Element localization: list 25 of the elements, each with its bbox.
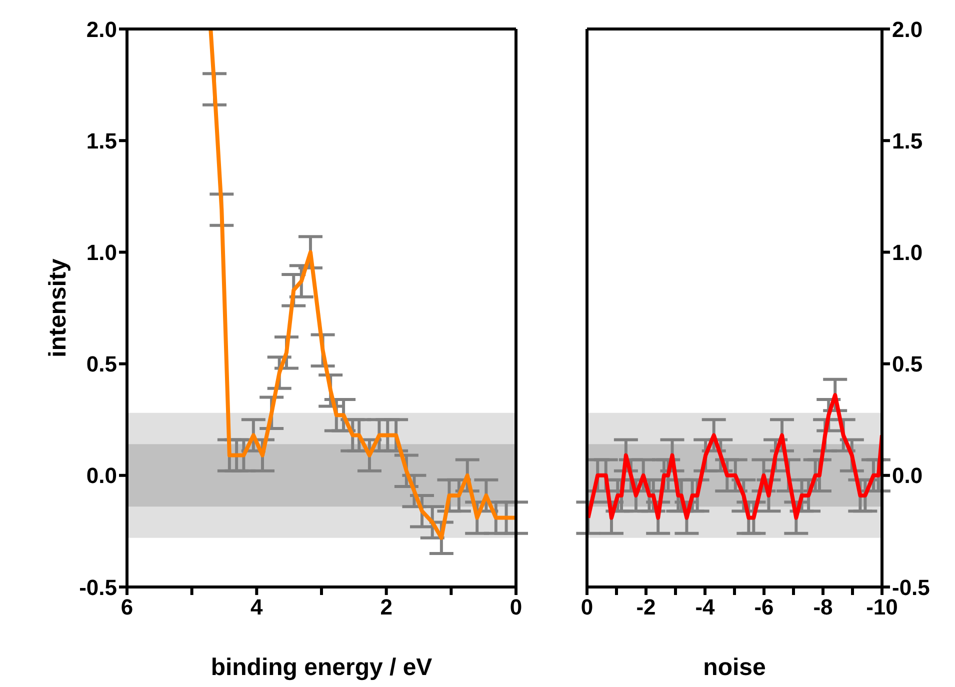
x-tick-label: 0 bbox=[510, 594, 522, 620]
x-tick-label: 6 bbox=[120, 594, 134, 620]
x-axis-title: noise bbox=[703, 654, 766, 681]
y-tick-label: 1.0 bbox=[892, 240, 923, 266]
x-tick-label: 4 bbox=[250, 594, 264, 620]
y-tick-label: 2.0 bbox=[892, 16, 923, 42]
x-tick-label: -2 bbox=[636, 594, 656, 620]
y-tick-label: 0.5 bbox=[892, 352, 923, 377]
x-tick-label: -8 bbox=[813, 594, 833, 620]
y-tick-label: 1.5 bbox=[86, 128, 117, 154]
y-tick-label: 0.0 bbox=[892, 463, 923, 488]
y-tick-label: 0.5 bbox=[86, 352, 117, 377]
x-tick-label: 2 bbox=[380, 594, 392, 620]
y-tick-label: 1.5 bbox=[892, 128, 923, 154]
x-axis-title: binding energy / eV bbox=[210, 654, 432, 681]
y-tick-label: 0.0 bbox=[86, 463, 117, 488]
y-axis-title: intensity bbox=[44, 258, 72, 358]
x-tick-label: -6 bbox=[754, 594, 774, 620]
y-tick-label: 2.0 bbox=[86, 16, 117, 42]
line-series bbox=[587, 393, 882, 520]
x-tick-label: 0 bbox=[580, 594, 594, 620]
line-series bbox=[208, 29, 516, 540]
x-tick-label: -4 bbox=[695, 594, 716, 620]
y-tick-label: 1.0 bbox=[86, 240, 117, 266]
y-tick-label: -0.5 bbox=[79, 574, 117, 600]
